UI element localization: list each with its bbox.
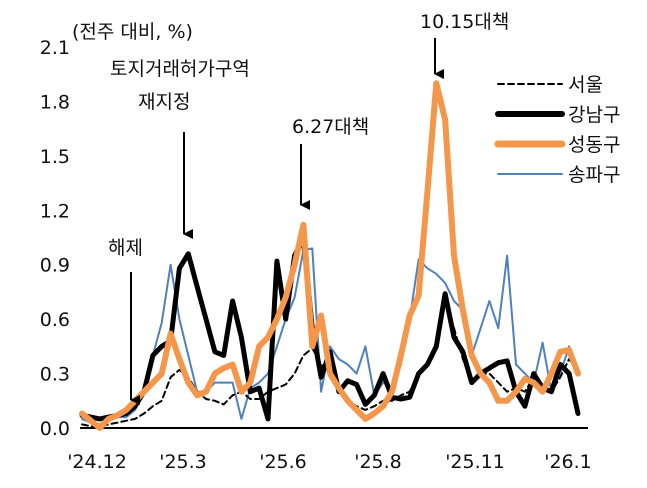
y-tick-label: 1.8 — [40, 91, 70, 113]
x-tick-label: '25.3 — [159, 451, 207, 473]
y-tick-label: 0.9 — [40, 255, 70, 277]
y-axis-ticks: 0.0 0.3 0.6 0.9 1.2 1.5 1.8 2.1 — [40, 37, 70, 440]
y-tick-label: 0.6 — [40, 309, 70, 331]
series-line-3 — [81, 247, 579, 426]
annotation-lift: 해제 — [108, 237, 143, 259]
x-axis-ticks: '24.12 '25.3 '25.6 '25.8 '25.11 '26.1 — [67, 451, 592, 473]
y-tick-label: 1.5 — [40, 146, 70, 168]
series-line-2 — [79, 80, 581, 431]
y-tick-label: 2.1 — [40, 37, 70, 59]
x-tick-label: '25.8 — [354, 451, 402, 473]
annotation-reinstate-line2: 재지정 — [138, 91, 190, 113]
x-tick-label: '24.12 — [67, 451, 127, 473]
y-tick-label: 0.0 — [40, 418, 70, 440]
annotation-1015: 10.15대책 — [420, 11, 509, 33]
annotation-627: 6.27대책 — [292, 116, 369, 138]
x-tick-label: '25.11 — [445, 451, 505, 473]
x-tick-label: '26.1 — [544, 451, 592, 473]
series-line-1 — [79, 236, 581, 422]
legend-label-2: 성동구 — [568, 134, 620, 156]
legend-label-3: 송파구 — [568, 164, 620, 186]
y-tick-label: 0.3 — [40, 364, 70, 386]
annotation-reinstate-line1: 토지거래허가구역 — [110, 58, 250, 80]
legend-label-0: 서울 — [568, 74, 603, 96]
legend-label-1: 강남구 — [568, 104, 620, 126]
series-lines — [79, 80, 581, 431]
y-tick-label: 1.2 — [40, 200, 70, 222]
x-tick-label: '25.6 — [259, 451, 307, 473]
unit-label: (전주 대비, %) — [72, 21, 193, 43]
